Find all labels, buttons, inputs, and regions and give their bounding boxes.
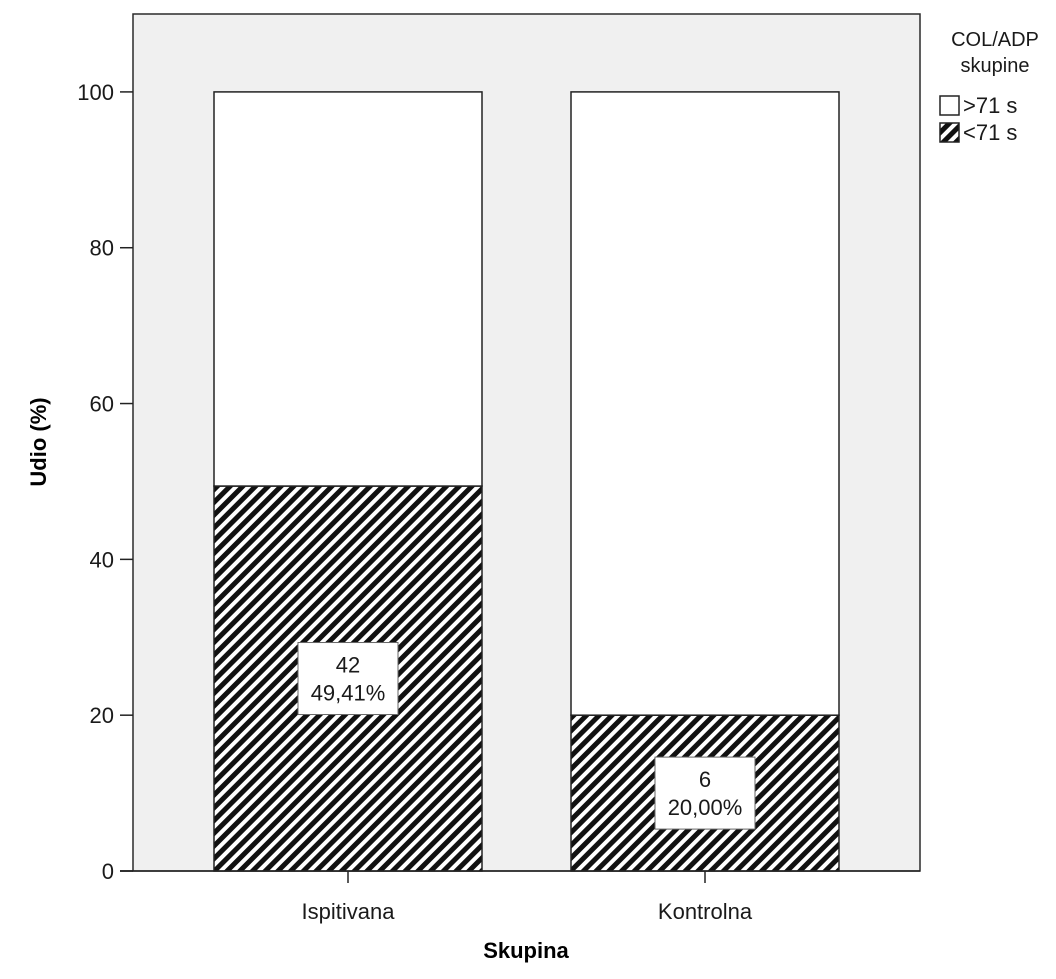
legend-swatch-below-71s bbox=[939, 122, 960, 143]
x-tick-label-ispitivana: Ispitivana bbox=[302, 899, 396, 924]
x-axis: Ispitivana Kontrolna bbox=[120, 870, 920, 924]
bars-layer bbox=[213, 91, 840, 872]
data-label-kontrolna: 6 20,00% bbox=[654, 756, 756, 830]
data-label-count: 42 bbox=[336, 653, 360, 678]
y-axis-title: Udio (%) bbox=[26, 397, 51, 486]
legend: COL/ADP skupine >71 s<71 s bbox=[939, 29, 1039, 145]
y-tick-label: 80 bbox=[90, 236, 114, 261]
bar-above-71s-ispitivana bbox=[213, 91, 483, 487]
legend-label-above-71s: >71 s bbox=[963, 93, 1017, 118]
data-label-count: 6 bbox=[699, 767, 711, 792]
legend-label-below-71s: <71 s bbox=[963, 120, 1017, 145]
y-tick-label: 20 bbox=[90, 703, 114, 728]
y-tick-label: 40 bbox=[90, 547, 114, 572]
x-axis-title: Skupina bbox=[483, 938, 569, 963]
data-label-box bbox=[297, 642, 399, 716]
data-label-ispitivana: 42 49,41% bbox=[297, 642, 399, 716]
y-tick-label: 0 bbox=[102, 859, 114, 884]
legend-swatch-above-71s bbox=[939, 95, 960, 116]
x-tick-label-kontrolna: Kontrolna bbox=[658, 899, 753, 924]
legend-title-line-1: COL/ADP bbox=[951, 29, 1039, 51]
data-label-box bbox=[654, 756, 756, 830]
y-tick-label: 100 bbox=[77, 80, 114, 105]
bar-above-71s-kontrolna bbox=[570, 91, 840, 716]
data-labels-layer: 42 49,41% 6 20,00% bbox=[297, 642, 756, 830]
y-tick-label: 60 bbox=[90, 392, 114, 417]
y-axis: 0 20 40 60 80 100 bbox=[77, 80, 133, 884]
data-label-percent: 20,00% bbox=[668, 795, 743, 820]
legend-title-line-2: skupine bbox=[961, 55, 1030, 77]
data-label-percent: 49,41% bbox=[311, 681, 386, 706]
